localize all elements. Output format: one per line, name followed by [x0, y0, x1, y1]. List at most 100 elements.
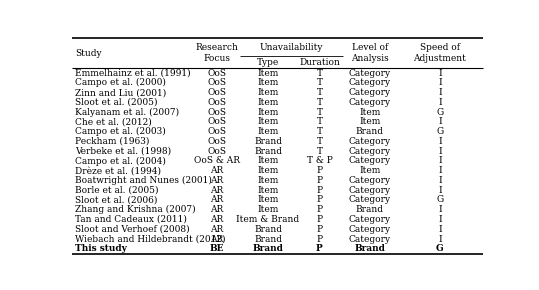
Text: Brand: Brand [356, 127, 384, 136]
Text: I: I [438, 147, 441, 156]
Text: Item: Item [257, 186, 279, 195]
Text: Campo et al. (2004): Campo et al. (2004) [75, 156, 166, 166]
Text: P: P [316, 235, 322, 244]
Text: T & P: T & P [307, 157, 333, 166]
Text: T: T [316, 98, 322, 107]
Text: AR: AR [210, 176, 223, 185]
Text: AR: AR [210, 186, 223, 195]
Text: T: T [316, 117, 322, 126]
Text: I: I [438, 205, 441, 214]
Text: Brand: Brand [356, 205, 384, 214]
Text: Drèze et al. (1994): Drèze et al. (1994) [75, 166, 161, 175]
Text: AR: AR [210, 195, 223, 204]
Text: I: I [438, 235, 441, 244]
Text: Peckham (1963): Peckham (1963) [75, 137, 149, 146]
Text: Category: Category [349, 69, 391, 78]
Text: Category: Category [349, 78, 391, 87]
Text: I: I [438, 98, 441, 107]
Text: T: T [316, 69, 322, 78]
Text: Wiebach and Hildebrandt (2012): Wiebach and Hildebrandt (2012) [75, 235, 225, 244]
Text: Level of
Analysis: Level of Analysis [351, 43, 389, 63]
Text: Tan and Cadeaux (2011): Tan and Cadeaux (2011) [75, 215, 187, 224]
Text: This study: This study [75, 244, 127, 253]
Text: Brand: Brand [355, 244, 385, 253]
Text: AR: AR [210, 225, 223, 234]
Text: Verbeke et al. (1998): Verbeke et al. (1998) [75, 147, 171, 156]
Text: T: T [316, 108, 322, 117]
Text: Category: Category [349, 98, 391, 107]
Text: I: I [438, 186, 441, 195]
Text: OoS: OoS [207, 69, 226, 78]
Text: Boatwright and Nunes (2001): Boatwright and Nunes (2001) [75, 176, 212, 185]
Text: I: I [438, 225, 441, 234]
Text: T: T [316, 78, 322, 87]
Text: Sloot et al. (2006): Sloot et al. (2006) [75, 195, 157, 204]
Text: Category: Category [349, 137, 391, 146]
Text: AR: AR [210, 235, 223, 244]
Text: Category: Category [349, 157, 391, 166]
Text: P: P [316, 186, 322, 195]
Text: OoS: OoS [207, 137, 226, 146]
Text: P: P [316, 195, 322, 204]
Text: T: T [316, 147, 322, 156]
Text: Category: Category [349, 195, 391, 204]
Text: Item: Item [257, 176, 279, 185]
Text: Study: Study [75, 49, 101, 58]
Text: I: I [438, 117, 441, 126]
Text: T: T [316, 137, 322, 146]
Text: P: P [316, 225, 322, 234]
Text: Item & Brand: Item & Brand [237, 215, 300, 224]
Text: Emmelhainz et al. (1991): Emmelhainz et al. (1991) [75, 69, 190, 78]
Text: Research
Focus: Research Focus [195, 43, 238, 63]
Text: Brand: Brand [254, 137, 282, 146]
Text: Category: Category [349, 176, 391, 185]
Text: Item: Item [359, 108, 381, 117]
Text: T: T [316, 127, 322, 136]
Text: G: G [436, 244, 444, 253]
Text: I: I [438, 157, 441, 166]
Text: G: G [436, 127, 444, 136]
Text: Item: Item [257, 157, 279, 166]
Text: Item: Item [257, 108, 279, 117]
Text: Item: Item [359, 166, 381, 175]
Text: G: G [436, 195, 444, 204]
Text: Category: Category [349, 186, 391, 195]
Text: OoS: OoS [207, 117, 226, 126]
Text: Kalyanam et al. (2007): Kalyanam et al. (2007) [75, 108, 179, 117]
Text: I: I [438, 176, 441, 185]
Text: I: I [438, 78, 441, 87]
Text: I: I [438, 215, 441, 224]
Text: Brand: Brand [254, 147, 282, 156]
Text: Che et al. (2012): Che et al. (2012) [75, 117, 151, 126]
Text: OoS: OoS [207, 147, 226, 156]
Text: Item: Item [257, 205, 279, 214]
Text: I: I [438, 88, 441, 97]
Text: P: P [316, 166, 322, 175]
Text: Sloot et al. (2005): Sloot et al. (2005) [75, 98, 157, 107]
Text: Brand: Brand [254, 225, 282, 234]
Text: BE: BE [209, 244, 224, 253]
Text: Zhang and Krishna (2007): Zhang and Krishna (2007) [75, 205, 196, 214]
Text: Type: Type [257, 58, 279, 67]
Text: Item: Item [257, 166, 279, 175]
Text: I: I [438, 137, 441, 146]
Text: Category: Category [349, 88, 391, 97]
Text: P: P [316, 205, 322, 214]
Text: Zinn and Liu (2001): Zinn and Liu (2001) [75, 88, 166, 97]
Text: Brand: Brand [254, 235, 282, 244]
Text: Item: Item [257, 117, 279, 126]
Text: P: P [316, 176, 322, 185]
Text: P: P [316, 215, 322, 224]
Text: I: I [438, 166, 441, 175]
Text: P: P [316, 244, 323, 253]
Text: Category: Category [349, 235, 391, 244]
Text: Item: Item [257, 69, 279, 78]
Text: Campo et al. (2003): Campo et al. (2003) [75, 127, 165, 136]
Text: Unavailability: Unavailability [260, 43, 323, 52]
Text: Campo et al. (2000): Campo et al. (2000) [75, 78, 166, 88]
Text: Duration: Duration [299, 58, 340, 67]
Text: Item: Item [359, 117, 381, 126]
Text: Category: Category [349, 215, 391, 224]
Text: OoS: OoS [207, 78, 226, 87]
Text: OoS: OoS [207, 88, 226, 97]
